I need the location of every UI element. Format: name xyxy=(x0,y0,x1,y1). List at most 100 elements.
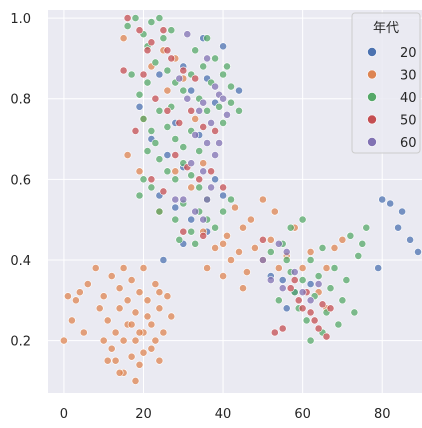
point-series-40 xyxy=(274,296,283,305)
point-series-30 xyxy=(115,284,124,293)
point-series-60 xyxy=(199,167,208,176)
point-series-50 xyxy=(139,70,148,79)
point-series-40 xyxy=(147,183,156,192)
x-tick-label: 20 xyxy=(135,407,152,422)
point-series-30 xyxy=(151,336,160,345)
point-series-40 xyxy=(326,284,335,293)
x-tick-label: 0 xyxy=(60,407,68,422)
point-series-40 xyxy=(358,239,367,248)
point-series-30 xyxy=(270,207,279,216)
point-series-40 xyxy=(191,46,200,55)
point-series-30 xyxy=(219,272,227,280)
point-series-40 xyxy=(199,62,208,71)
point-series-40 xyxy=(211,223,219,232)
point-series-30 xyxy=(143,296,152,305)
point-series-40 xyxy=(163,167,172,176)
point-series-40 xyxy=(191,239,200,248)
point-series-50 xyxy=(159,187,168,196)
point-series-50 xyxy=(179,227,188,236)
x-tick-label: 60 xyxy=(294,407,311,422)
point-series-50 xyxy=(163,46,172,55)
point-series-50 xyxy=(167,54,176,63)
point-series-30 xyxy=(250,243,259,252)
point-series-30 xyxy=(115,368,124,377)
point-series-30 xyxy=(135,167,144,176)
point-series-20 xyxy=(219,191,227,200)
point-series-40 xyxy=(135,90,144,99)
point-series-60 xyxy=(203,195,211,204)
point-series-30 xyxy=(139,264,148,272)
point-series-60 xyxy=(171,195,180,204)
point-series-40 xyxy=(151,58,160,67)
point-series-50 xyxy=(163,106,172,115)
legend-marker-30 xyxy=(367,69,377,80)
point-series-30 xyxy=(239,223,247,232)
point-series-30 xyxy=(107,272,116,280)
point-series-30 xyxy=(163,86,172,95)
point-series-50 xyxy=(187,106,196,115)
legend-label-50: 50 xyxy=(400,114,417,129)
data-points xyxy=(60,14,422,385)
point-series-50 xyxy=(211,126,219,135)
point-series-30 xyxy=(163,292,172,301)
point-series-30 xyxy=(235,247,243,256)
point-series-40 xyxy=(167,26,176,35)
point-series-30 xyxy=(155,288,164,297)
point-series-60 xyxy=(191,131,200,139)
point-series-60 xyxy=(211,82,219,91)
point-series-40 xyxy=(151,139,160,147)
point-series-30 xyxy=(151,280,160,288)
point-series-20 xyxy=(282,304,291,313)
point-series-60 xyxy=(183,30,192,39)
point-series-20 xyxy=(155,70,164,79)
point-series-30 xyxy=(115,304,124,313)
point-series-50 xyxy=(195,175,204,184)
point-series-20 xyxy=(159,256,168,264)
point-series-60 xyxy=(179,195,188,204)
point-series-40 xyxy=(346,231,355,240)
point-series-50 xyxy=(171,151,180,159)
point-series-40 xyxy=(219,207,227,216)
point-series-40 xyxy=(203,106,211,115)
point-series-40 xyxy=(215,102,223,111)
point-series-30 xyxy=(123,296,132,305)
point-series-40 xyxy=(227,82,235,91)
point-series-40 xyxy=(334,320,343,329)
point-series-40 xyxy=(131,14,140,22)
legend-label-60: 60 xyxy=(400,136,417,151)
point-series-30 xyxy=(147,320,156,329)
point-series-30 xyxy=(199,159,208,168)
point-series-40 xyxy=(179,143,188,151)
point-series-50 xyxy=(298,304,307,313)
point-series-40 xyxy=(147,18,156,26)
point-series-30 xyxy=(83,280,92,288)
point-series-30 xyxy=(64,292,72,301)
point-series-40 xyxy=(354,251,363,260)
point-series-30 xyxy=(171,167,180,176)
point-series-40 xyxy=(155,207,164,216)
point-series-20 xyxy=(187,215,196,224)
point-series-50 xyxy=(143,46,152,55)
point-series-60 xyxy=(290,268,299,276)
point-series-40 xyxy=(143,78,152,87)
point-series-60 xyxy=(298,288,307,297)
point-series-50 xyxy=(119,66,128,75)
point-series-60 xyxy=(223,110,231,119)
point-series-40 xyxy=(203,34,211,43)
point-series-40 xyxy=(187,171,196,180)
point-series-30 xyxy=(60,336,68,345)
point-series-50 xyxy=(318,300,327,309)
point-series-20 xyxy=(386,199,395,208)
point-series-40 xyxy=(135,191,144,200)
point-series-40 xyxy=(362,223,371,232)
legend-label-20: 20 xyxy=(400,46,417,61)
point-series-60 xyxy=(203,139,211,147)
point-series-50 xyxy=(199,231,208,240)
point-series-40 xyxy=(159,34,168,43)
point-series-30 xyxy=(203,264,211,272)
point-series-60 xyxy=(278,284,287,293)
point-series-40 xyxy=(298,215,307,224)
point-series-50 xyxy=(147,175,156,184)
point-series-50 xyxy=(179,66,188,75)
